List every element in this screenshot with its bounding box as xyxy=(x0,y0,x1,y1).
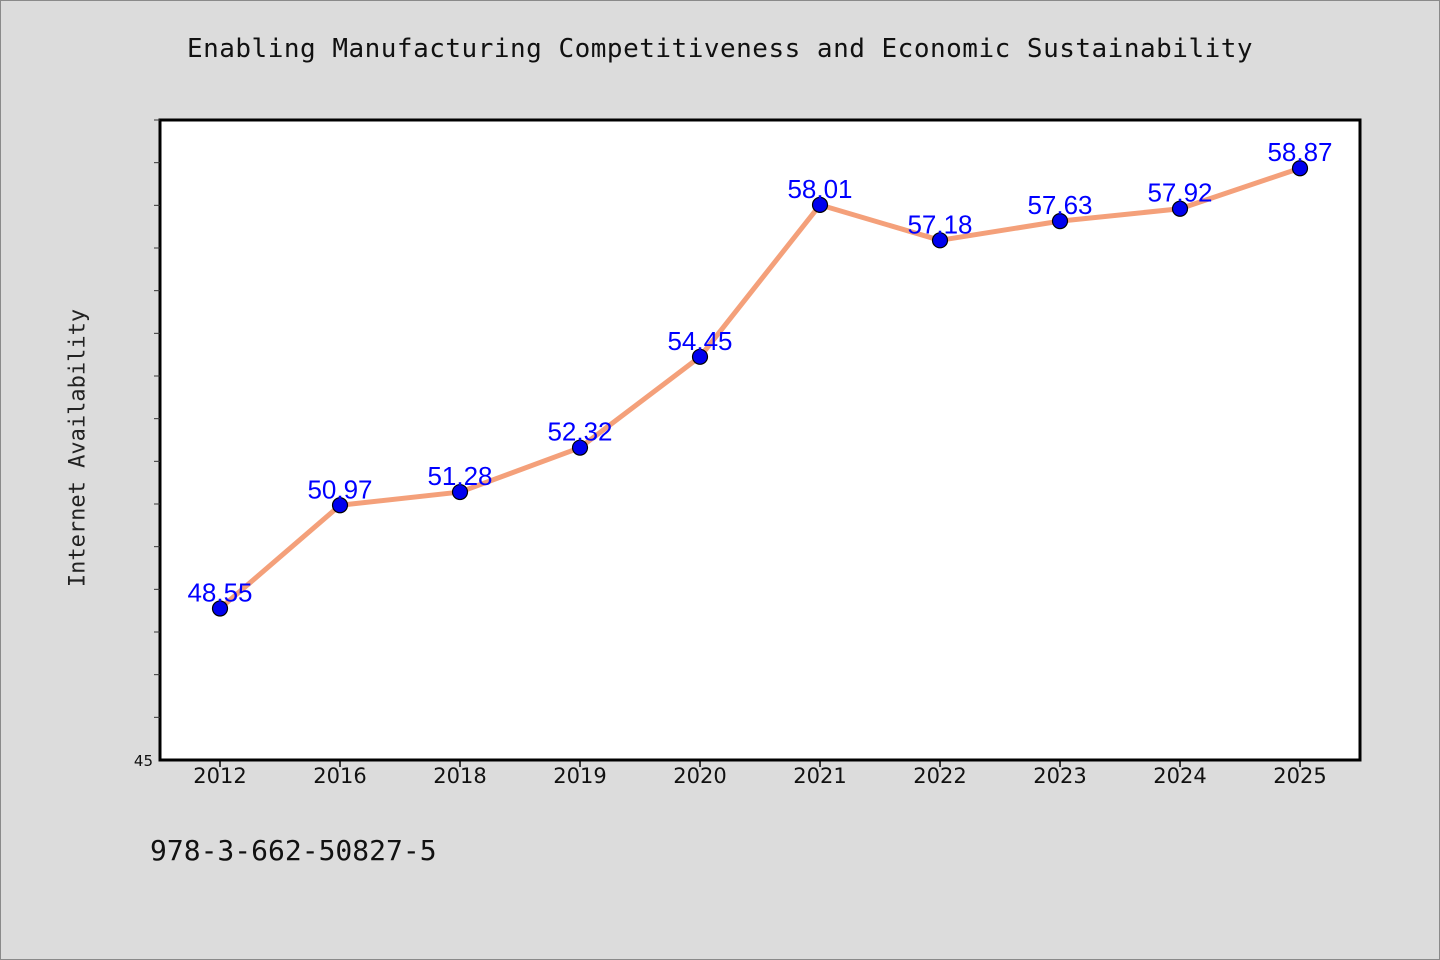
data-point xyxy=(931,232,949,249)
data-point xyxy=(451,483,469,501)
data-point xyxy=(691,348,709,365)
series-line xyxy=(217,165,1303,612)
x-tick-label: 2019 xyxy=(553,764,606,788)
x-tick-label: 2024 xyxy=(1153,764,1206,788)
data-point xyxy=(1051,213,1069,230)
data-label: 57.18 xyxy=(907,209,972,239)
data-label: 50.97 xyxy=(307,474,372,504)
x-tick-label: 2012 xyxy=(193,764,246,788)
x-tick-label: 2023 xyxy=(1033,764,1086,788)
data-label: 52.32 xyxy=(547,417,612,447)
data-point xyxy=(1291,160,1309,177)
footer-code: 978-3-662-50827-5 xyxy=(150,834,437,867)
x-tick-label: 2020 xyxy=(673,764,726,788)
data-point xyxy=(571,439,589,456)
x-tick-label: 2021 xyxy=(793,764,846,788)
data-point xyxy=(211,600,229,617)
y-tick-label: 45 xyxy=(134,752,153,770)
data-label: 57.63 xyxy=(1027,190,1092,220)
data-point xyxy=(331,497,349,514)
data-label: 48.55 xyxy=(187,578,252,608)
data-point xyxy=(811,196,829,214)
data-label: 54.45 xyxy=(667,326,732,356)
plot-area xyxy=(158,118,1362,762)
chart-title: Enabling Manufacturing Competitiveness a… xyxy=(186,34,1254,64)
data-point xyxy=(1171,200,1189,217)
data-label: 57.92 xyxy=(1147,178,1212,208)
x-tick-label: 2016 xyxy=(313,764,366,788)
data-label: 58.01 xyxy=(787,174,852,204)
data-label: 51.28 xyxy=(427,461,492,491)
x-tick-label: 2025 xyxy=(1273,764,1326,788)
x-tick-label: 2022 xyxy=(913,764,966,788)
data-label: 58.87 xyxy=(1267,137,1332,167)
x-tick-label: 2018 xyxy=(433,764,486,788)
